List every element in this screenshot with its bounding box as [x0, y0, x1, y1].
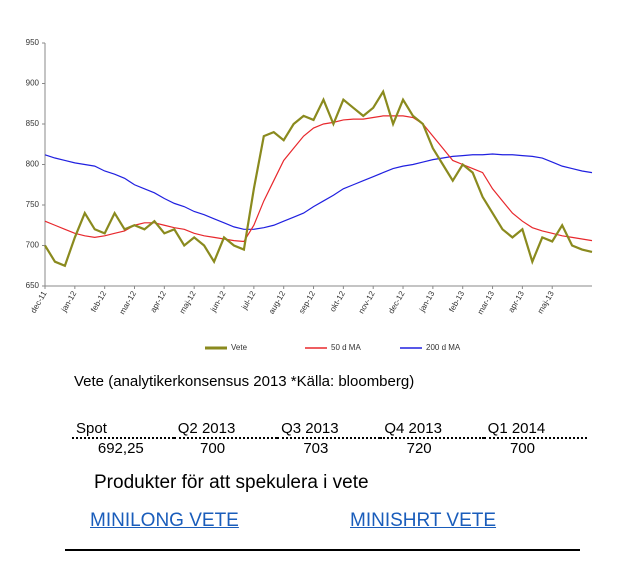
table-cell: Spot [72, 418, 174, 439]
table-cell: Q2 2013 [173, 418, 278, 439]
x-tick-label: sep-12 [297, 289, 317, 315]
x-tick-label: okt-12 [328, 289, 347, 313]
x-tick-label: jan-13 [417, 289, 437, 314]
forecast-table: Spot Q2 2013 Q3 2013 Q4 2013 Q1 2014 692,25 70… [72, 418, 587, 457]
x-tick-label: aug-12 [267, 289, 288, 316]
divider [65, 549, 580, 551]
x-tick-label: feb-12 [89, 289, 108, 314]
x-tick-label: feb-13 [447, 289, 466, 314]
table-cell: Q3 2013 [277, 418, 381, 439]
x-tick-label: mar-13 [476, 289, 497, 316]
x-tick-label: dec-12 [387, 289, 407, 315]
table-cell: 703 [303, 440, 329, 457]
link[interactable]: MINILONG VETE [90, 510, 239, 531]
chart: 650 700 750 800 850 900 950 dec-11 jan-12 feb-12 m… [26, 38, 593, 352]
table-cell: 700 [509, 440, 535, 457]
x-tick-label: dec-11 [29, 289, 49, 315]
x-tick-label: maj-13 [536, 289, 556, 315]
link[interactable]: MINISHRT VETE [350, 510, 497, 531]
x-tick-label: maj-12 [178, 289, 198, 315]
series-line [44, 88, 593, 268]
y-tick-label: 700 [26, 241, 40, 250]
y-tick-label: 850 [26, 119, 40, 128]
y-tick-label: 650 [26, 281, 40, 290]
legend-label: 50 d MA [331, 343, 361, 352]
table-cell: 692,25 [97, 440, 144, 457]
y-tick-label: 800 [26, 160, 40, 169]
table-cell: 720 [406, 440, 432, 457]
legend-label: Vete [231, 343, 248, 352]
x-tick-label: jul-12 [239, 289, 257, 312]
heading: Produkter för att spekulera i vete [94, 472, 369, 493]
series-line [44, 115, 593, 243]
table-title: Vete (analytikerkonsensus 2013 *Källa: b… [74, 373, 415, 390]
series-line [44, 153, 593, 230]
table-row: Spot Q2 2013 Q3 2013 Q4 2013 Q1 2014 [72, 418, 587, 439]
x-tick-label: apr-13 [507, 289, 527, 314]
x-tick-label: nov-12 [357, 289, 377, 315]
x-tick-label: jun-12 [208, 289, 228, 314]
x-tick-label: apr-12 [149, 289, 169, 314]
y-tick-label: 750 [26, 200, 40, 209]
x-tick-label: jan-12 [59, 289, 79, 314]
table-row: 692,25 700 703 720 700 [72, 438, 587, 457]
y-tick-label: 900 [26, 79, 40, 88]
legend-label: 200 d MA [426, 343, 461, 352]
table-cell: 700 [200, 440, 226, 457]
table-cell: Q4 2013 [380, 418, 484, 439]
x-tick-label: mar-12 [118, 289, 139, 316]
y-tick-label: 950 [26, 38, 40, 47]
table-cell: Q1 2014 [483, 418, 587, 439]
